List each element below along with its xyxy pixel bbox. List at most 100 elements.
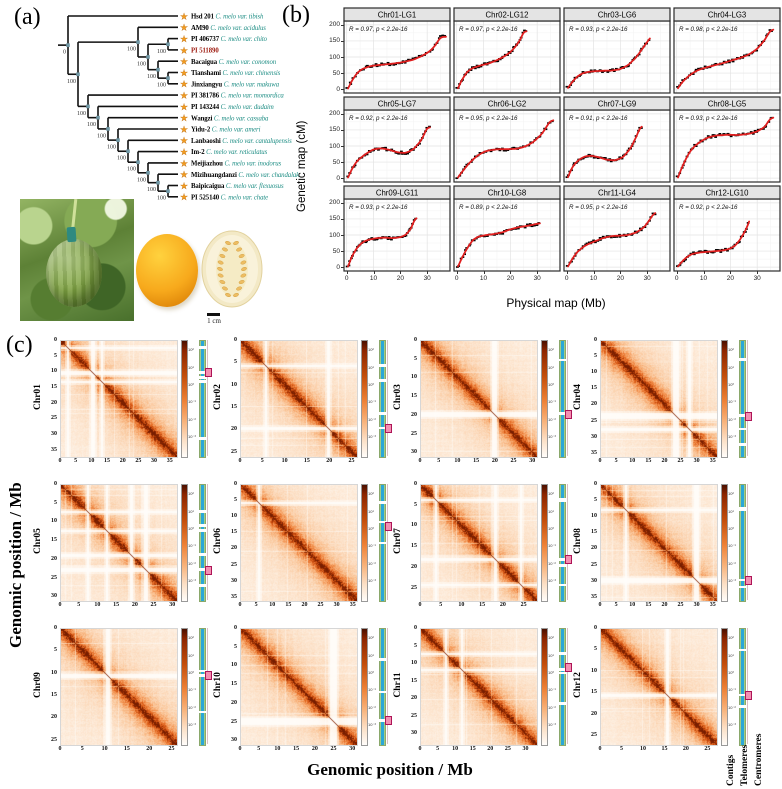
colorbar-tick-label: 10⁰ xyxy=(728,669,735,675)
marker-point xyxy=(651,212,655,215)
correlation-annotation: R = 0.89, p < 2.2e-16 xyxy=(459,204,518,211)
contig-gap xyxy=(559,671,566,675)
y-tick-mark xyxy=(341,89,344,91)
contig-gap xyxy=(199,376,206,379)
colorbar-tick-label: 10⁻³ xyxy=(368,722,376,728)
colorbar-tick-label: 10¹ xyxy=(548,508,554,514)
melon-seed xyxy=(238,280,245,284)
fitted-curve xyxy=(567,37,651,89)
contig-gap xyxy=(559,412,566,415)
contig-gap xyxy=(379,426,386,430)
whole-melon-photo xyxy=(136,234,198,307)
x-tick-label: 30 xyxy=(529,458,536,464)
x-tick-label: 25 xyxy=(677,458,684,464)
marker-point xyxy=(483,62,487,65)
y-tick-label: 0 xyxy=(336,263,340,271)
facet-strip xyxy=(673,96,781,111)
x-tick-label: 10 xyxy=(88,458,95,464)
colorbar-tick-label: 10⁻³ xyxy=(188,722,196,728)
marker-point xyxy=(697,67,700,70)
accession-name: Bacaigua xyxy=(191,59,218,66)
green-melon xyxy=(46,239,102,307)
x-tick-label: 0 xyxy=(344,275,349,282)
y-tick-label: 25 xyxy=(411,712,417,719)
taxon-star-icon: ★ xyxy=(180,23,188,33)
marker-point xyxy=(394,151,398,154)
taxon-star-icon: ★ xyxy=(180,181,188,191)
contig-gap xyxy=(739,705,746,708)
x-tick-label: 10 xyxy=(369,275,378,282)
marker-point xyxy=(751,132,755,135)
marker-point xyxy=(730,247,734,250)
marker-point xyxy=(532,224,536,227)
marker-point xyxy=(475,64,479,67)
marker-point xyxy=(443,34,447,37)
x-tick-label: 20 xyxy=(396,275,404,282)
centromere-marker xyxy=(205,367,212,377)
marker-point xyxy=(479,65,483,68)
contig-gap xyxy=(199,674,206,677)
y-tick-label: 25 xyxy=(51,736,57,743)
hic-contact-map xyxy=(420,628,538,746)
panel-b-label: (b) xyxy=(282,2,310,28)
y-tick-label: 15 xyxy=(411,677,417,684)
y-tick-label: 20 xyxy=(51,714,57,721)
marker-point xyxy=(406,152,409,155)
centromere-marker xyxy=(745,690,752,700)
colorbar-tick-label: 10¹ xyxy=(368,364,374,370)
y-tick-label: 50 xyxy=(332,247,340,255)
contig-telomere-track xyxy=(739,484,746,602)
x-tick-mark xyxy=(620,271,622,274)
marker-point xyxy=(681,79,685,81)
marker-point xyxy=(618,233,621,236)
fitted-curve xyxy=(677,28,775,90)
fitted-curve xyxy=(567,125,643,179)
contig-gap xyxy=(379,541,386,545)
y-tick-label: 30 xyxy=(591,577,597,584)
y-tick-label: 5 xyxy=(54,647,57,654)
colorbar xyxy=(721,484,728,602)
hic-contact-map xyxy=(240,340,358,458)
marker-point xyxy=(400,153,404,155)
colorbar-tick-label: 10⁻³ xyxy=(728,434,736,440)
x-tick-label: 0 xyxy=(58,602,62,608)
taxon-label: PI 381786 C. melo var. momordica xyxy=(191,93,284,100)
y-tick-mark xyxy=(341,251,344,253)
x-tick-label: 10 xyxy=(281,458,288,464)
colorbar xyxy=(541,628,548,746)
colorbar-tick-label: 10⁻¹ xyxy=(188,687,196,693)
marker-point xyxy=(407,58,410,61)
colorbar-tick-label: 10⁻¹ xyxy=(728,687,736,693)
contig-telomere-track xyxy=(379,628,386,746)
melon-on-vine-photo xyxy=(20,199,134,321)
x-tick-label: 30 xyxy=(169,602,176,608)
y-tick-mark xyxy=(341,113,344,115)
scale-bar xyxy=(207,313,220,316)
x-tick-label: 25 xyxy=(504,746,511,752)
bootstrap-value: 100 xyxy=(77,111,86,117)
y-tick-label: 10 xyxy=(51,518,57,525)
accession-name: PI 406737 xyxy=(191,36,220,43)
variety-name: C. melo var. dudaim xyxy=(219,104,274,111)
colorbar xyxy=(181,628,188,746)
taxon-label: PI 143244 C. melo var. dudaim xyxy=(191,104,274,111)
contig-gap xyxy=(739,585,746,589)
x-tick-mark xyxy=(427,271,429,274)
colorbar xyxy=(721,340,728,458)
x-tick-label: 10 xyxy=(269,602,276,608)
accession-name: PI 525140 xyxy=(191,194,220,201)
y-tick-label: 0 xyxy=(336,174,340,182)
x-tick-label: 35 xyxy=(166,458,173,464)
contig-gap xyxy=(739,507,746,510)
marker-point xyxy=(694,68,698,71)
x-tick-label: 10 xyxy=(274,746,281,752)
x-tick-label: 5 xyxy=(77,602,81,608)
contig-telomere-track xyxy=(559,484,566,602)
y-tick-label: 10 xyxy=(51,368,57,375)
facet-chr03-lg6: Chr03-LG6 R = 0.93, p < 2.2e-16 xyxy=(563,7,671,94)
marker-point xyxy=(709,136,713,139)
contig-gap xyxy=(559,499,566,502)
taxon-star-icon: ★ xyxy=(180,124,188,134)
marker-point xyxy=(345,87,349,89)
marker-point xyxy=(703,65,707,68)
